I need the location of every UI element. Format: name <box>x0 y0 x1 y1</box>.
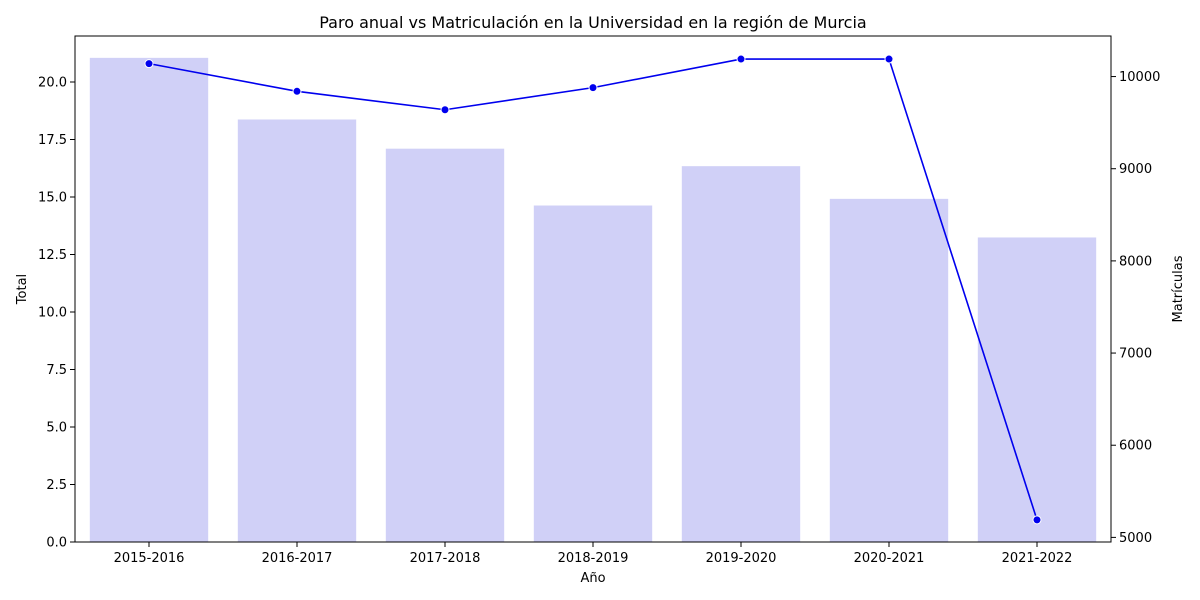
y-tick-label: 7.5 <box>46 363 67 378</box>
y-tick-label: 10.0 <box>38 306 67 321</box>
y-tick-label: 20.0 <box>38 76 67 91</box>
line-point-2018-2019 <box>588 83 598 93</box>
y-axis-right: 5000 6000 7000 8000 9000 10000 <box>1111 70 1160 546</box>
bar-2019-2020 <box>681 166 801 542</box>
x-tick-label: 2019-2020 <box>706 551 777 566</box>
line-point-2017-2018 <box>440 105 450 115</box>
y-tick-label: 15.0 <box>38 191 67 206</box>
line-point-2015-2016 <box>144 59 154 69</box>
x-axis-label: Año <box>580 571 605 586</box>
y-tick-label: 0.0 <box>46 536 67 551</box>
bar-2021-2022 <box>977 237 1097 543</box>
bar-2020-2021 <box>829 198 949 542</box>
line-layer <box>144 54 1042 525</box>
y-axis-left: 0.0 2.5 5.0 7.5 10.0 12.5 15.0 17.5 20.0 <box>38 76 75 551</box>
y-tick-label: 5.0 <box>46 421 67 436</box>
y2-tick-label: 9000 <box>1119 162 1152 177</box>
line-point-2019-2020 <box>736 54 746 64</box>
y-axis-label: Total <box>15 274 30 305</box>
y2-tick-label: 10000 <box>1119 70 1160 85</box>
y2-tick-label: 7000 <box>1119 347 1152 362</box>
y-tick-label: 12.5 <box>38 248 67 263</box>
line-point-2020-2021 <box>884 54 894 64</box>
x-tick-label: 2016-2017 <box>262 551 333 566</box>
y2-tick-label: 5000 <box>1119 531 1152 546</box>
bars-layer <box>89 57 1097 543</box>
x-axis: 2015-2016 2016-2017 2017-2018 2018-2019 2019… <box>114 542 1073 566</box>
x-tick-label: 2020-2021 <box>854 551 925 566</box>
x-tick-label: 2017-2018 <box>410 551 481 566</box>
y2-tick-label: 6000 <box>1119 439 1152 454</box>
bar-2018-2019 <box>533 205 653 542</box>
line-point-2021-2022 <box>1032 515 1042 525</box>
y-tick-label: 17.5 <box>38 133 67 148</box>
bar-2015-2016 <box>89 57 209 542</box>
line-point-2016-2017 <box>292 86 302 96</box>
x-tick-label: 2021-2022 <box>1002 551 1073 566</box>
chart-title: Paro anual vs Matriculación en la Univer… <box>319 13 866 32</box>
y2-tick-label: 8000 <box>1119 254 1152 269</box>
x-tick-label: 2015-2016 <box>114 551 185 566</box>
x-tick-label: 2018-2019 <box>558 551 629 566</box>
y-tick-label: 2.5 <box>46 478 67 493</box>
bar-2016-2017 <box>237 119 357 543</box>
bar-2017-2018 <box>385 148 505 542</box>
y2-axis-label: Matrículas <box>1171 255 1186 322</box>
